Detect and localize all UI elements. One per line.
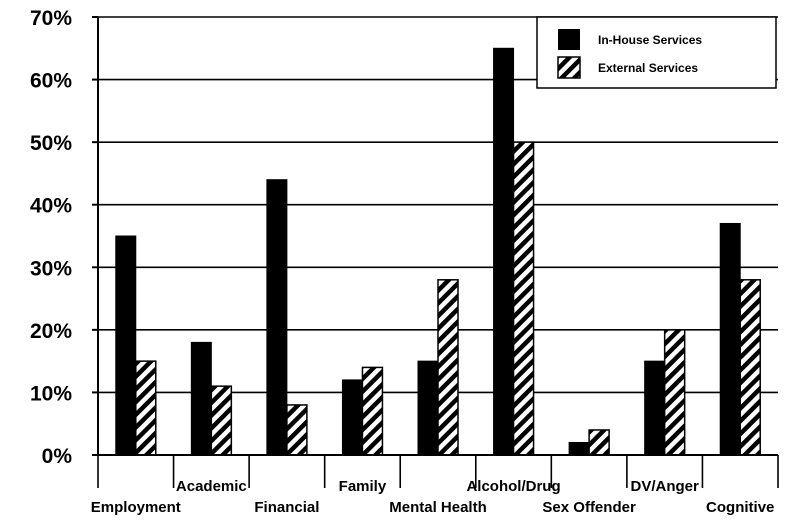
bar-in-house-0 <box>115 235 137 456</box>
bar-in-house-1 <box>190 341 212 456</box>
bar-external-4 <box>437 279 459 456</box>
y-tick-label: 0% <box>42 445 73 468</box>
bar-in-house-8 <box>719 222 741 456</box>
y-tick-label: 70% <box>30 7 72 30</box>
bar-external-1 <box>210 385 233 456</box>
legend-label-external: External Services <box>598 61 698 75</box>
y-tick-label: 30% <box>30 257 72 280</box>
x-category-label: Family <box>339 478 387 495</box>
bar-in-house-3 <box>341 379 363 456</box>
x-category-label: Academic <box>176 478 247 495</box>
bar-external-7 <box>663 329 686 456</box>
bar-external-3 <box>361 366 384 456</box>
x-category-label: DV/Anger <box>630 478 699 495</box>
legend-swatch-external <box>557 56 581 79</box>
axes <box>92 16 779 488</box>
bar-external-6 <box>588 429 610 456</box>
x-category-label: Employment <box>91 499 181 516</box>
legend-swatch-in-house <box>558 29 580 50</box>
bar-external-5 <box>512 141 535 456</box>
legend: In-House Services External Services <box>536 16 777 89</box>
x-category-label: Financial <box>254 499 319 516</box>
bar-in-house-7 <box>644 360 666 456</box>
gridlines <box>98 16 778 394</box>
x-category-label: Mental Health <box>389 499 487 516</box>
legend-box <box>536 16 777 89</box>
y-tick-label: 10% <box>30 382 72 405</box>
bar-external-8 <box>739 279 761 456</box>
y-tick-label: 60% <box>30 70 72 93</box>
y-tick-label: 40% <box>30 195 72 218</box>
x-axis-category-labels: Employment Academic Financial FamilyMental … <box>91 478 775 516</box>
bar-in-house-4 <box>417 360 439 456</box>
y-axis-tick-labels: 0% 10% 20% 30% 40% 50% 60% 70% <box>30 7 72 468</box>
bar-in-house-5 <box>493 47 515 456</box>
bar-in-house-2 <box>266 179 288 456</box>
y-tick-label: 50% <box>30 132 72 155</box>
x-category-label: Cognitive <box>706 499 774 516</box>
legend-label-in-house: In-House Services <box>598 33 702 47</box>
x-category-label: Sex Offender <box>542 499 636 516</box>
y-tick-label: 20% <box>30 320 72 343</box>
x-category-label: Alcohol/Drug <box>466 478 560 495</box>
bars <box>115 47 761 456</box>
bar-external-2 <box>286 404 308 456</box>
bar-external-0 <box>135 360 157 456</box>
bar-in-house-6 <box>568 441 590 456</box>
